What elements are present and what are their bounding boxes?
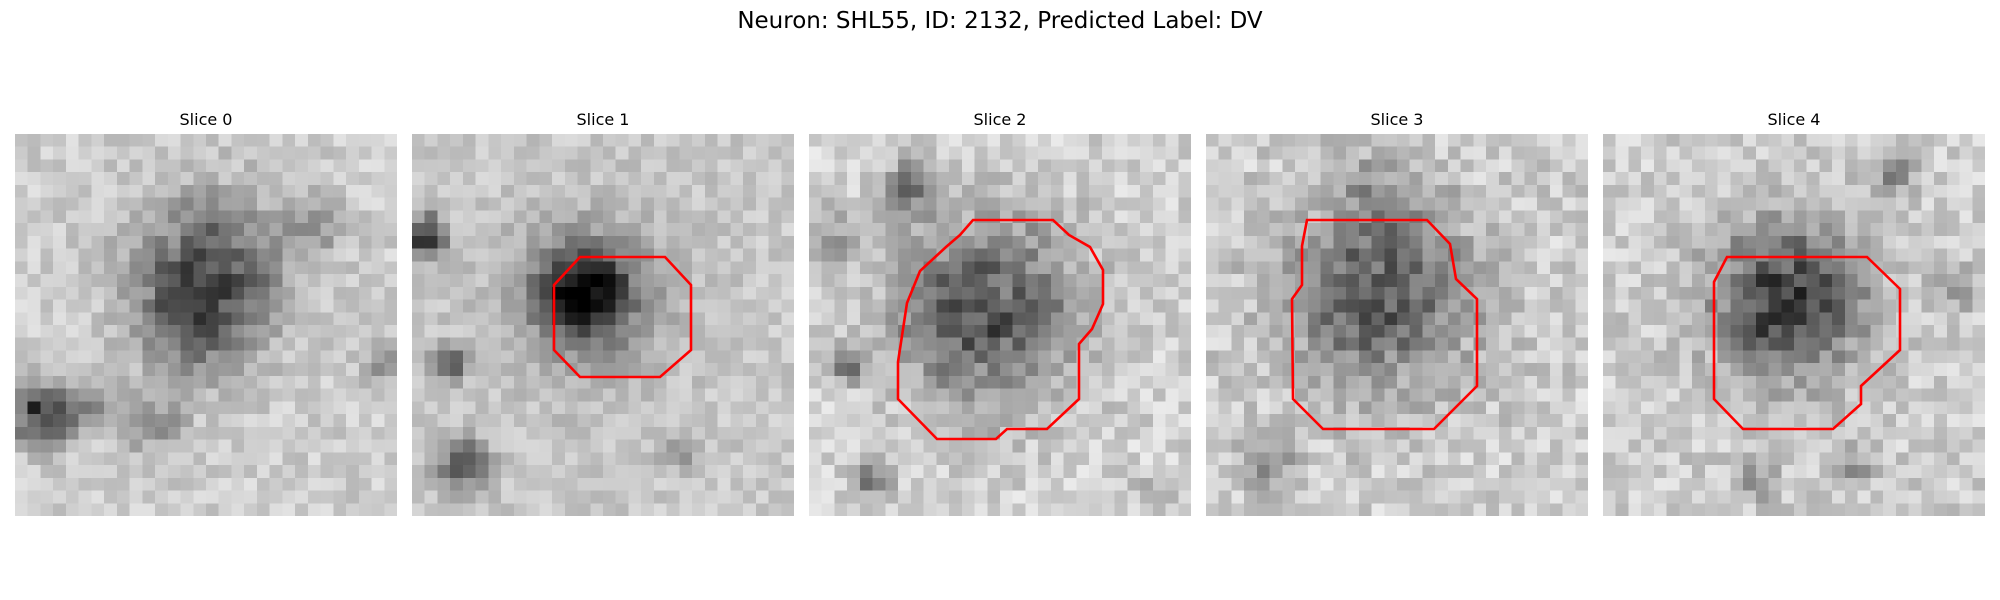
slice-3-grayscale-image: [1206, 134, 1588, 516]
panel-title-slice-0: Slice 0: [179, 110, 233, 129]
slice-3-neuron-contour: [1290, 218, 1479, 431]
slice-2-grayscale-image: [809, 134, 1191, 516]
slice-4-image: [1603, 134, 1985, 516]
panel-title-slice-1: Slice 1: [576, 110, 630, 129]
slice-0-image: [15, 134, 397, 516]
slice-1-image: [412, 134, 794, 516]
slice-4-neuron-contour: [1712, 255, 1902, 431]
panel-title-slice-3: Slice 3: [1370, 110, 1424, 129]
slice-2-neuron-contour: [896, 218, 1105, 441]
slice-2-image: [809, 134, 1191, 516]
panel-title-slice-2: Slice 2: [973, 110, 1027, 129]
slice-1-neuron-contour: [552, 255, 693, 379]
slice-3-image: [1206, 134, 1588, 516]
slice-4-grayscale-image: [1603, 134, 1985, 516]
slice-1-grayscale-image: [412, 134, 794, 516]
figure-title: Neuron: SHL55, ID: 2132, Predicted Label…: [737, 8, 1263, 34]
panel-title-slice-4: Slice 4: [1767, 110, 1821, 129]
slice-0-grayscale-image: [15, 134, 397, 516]
